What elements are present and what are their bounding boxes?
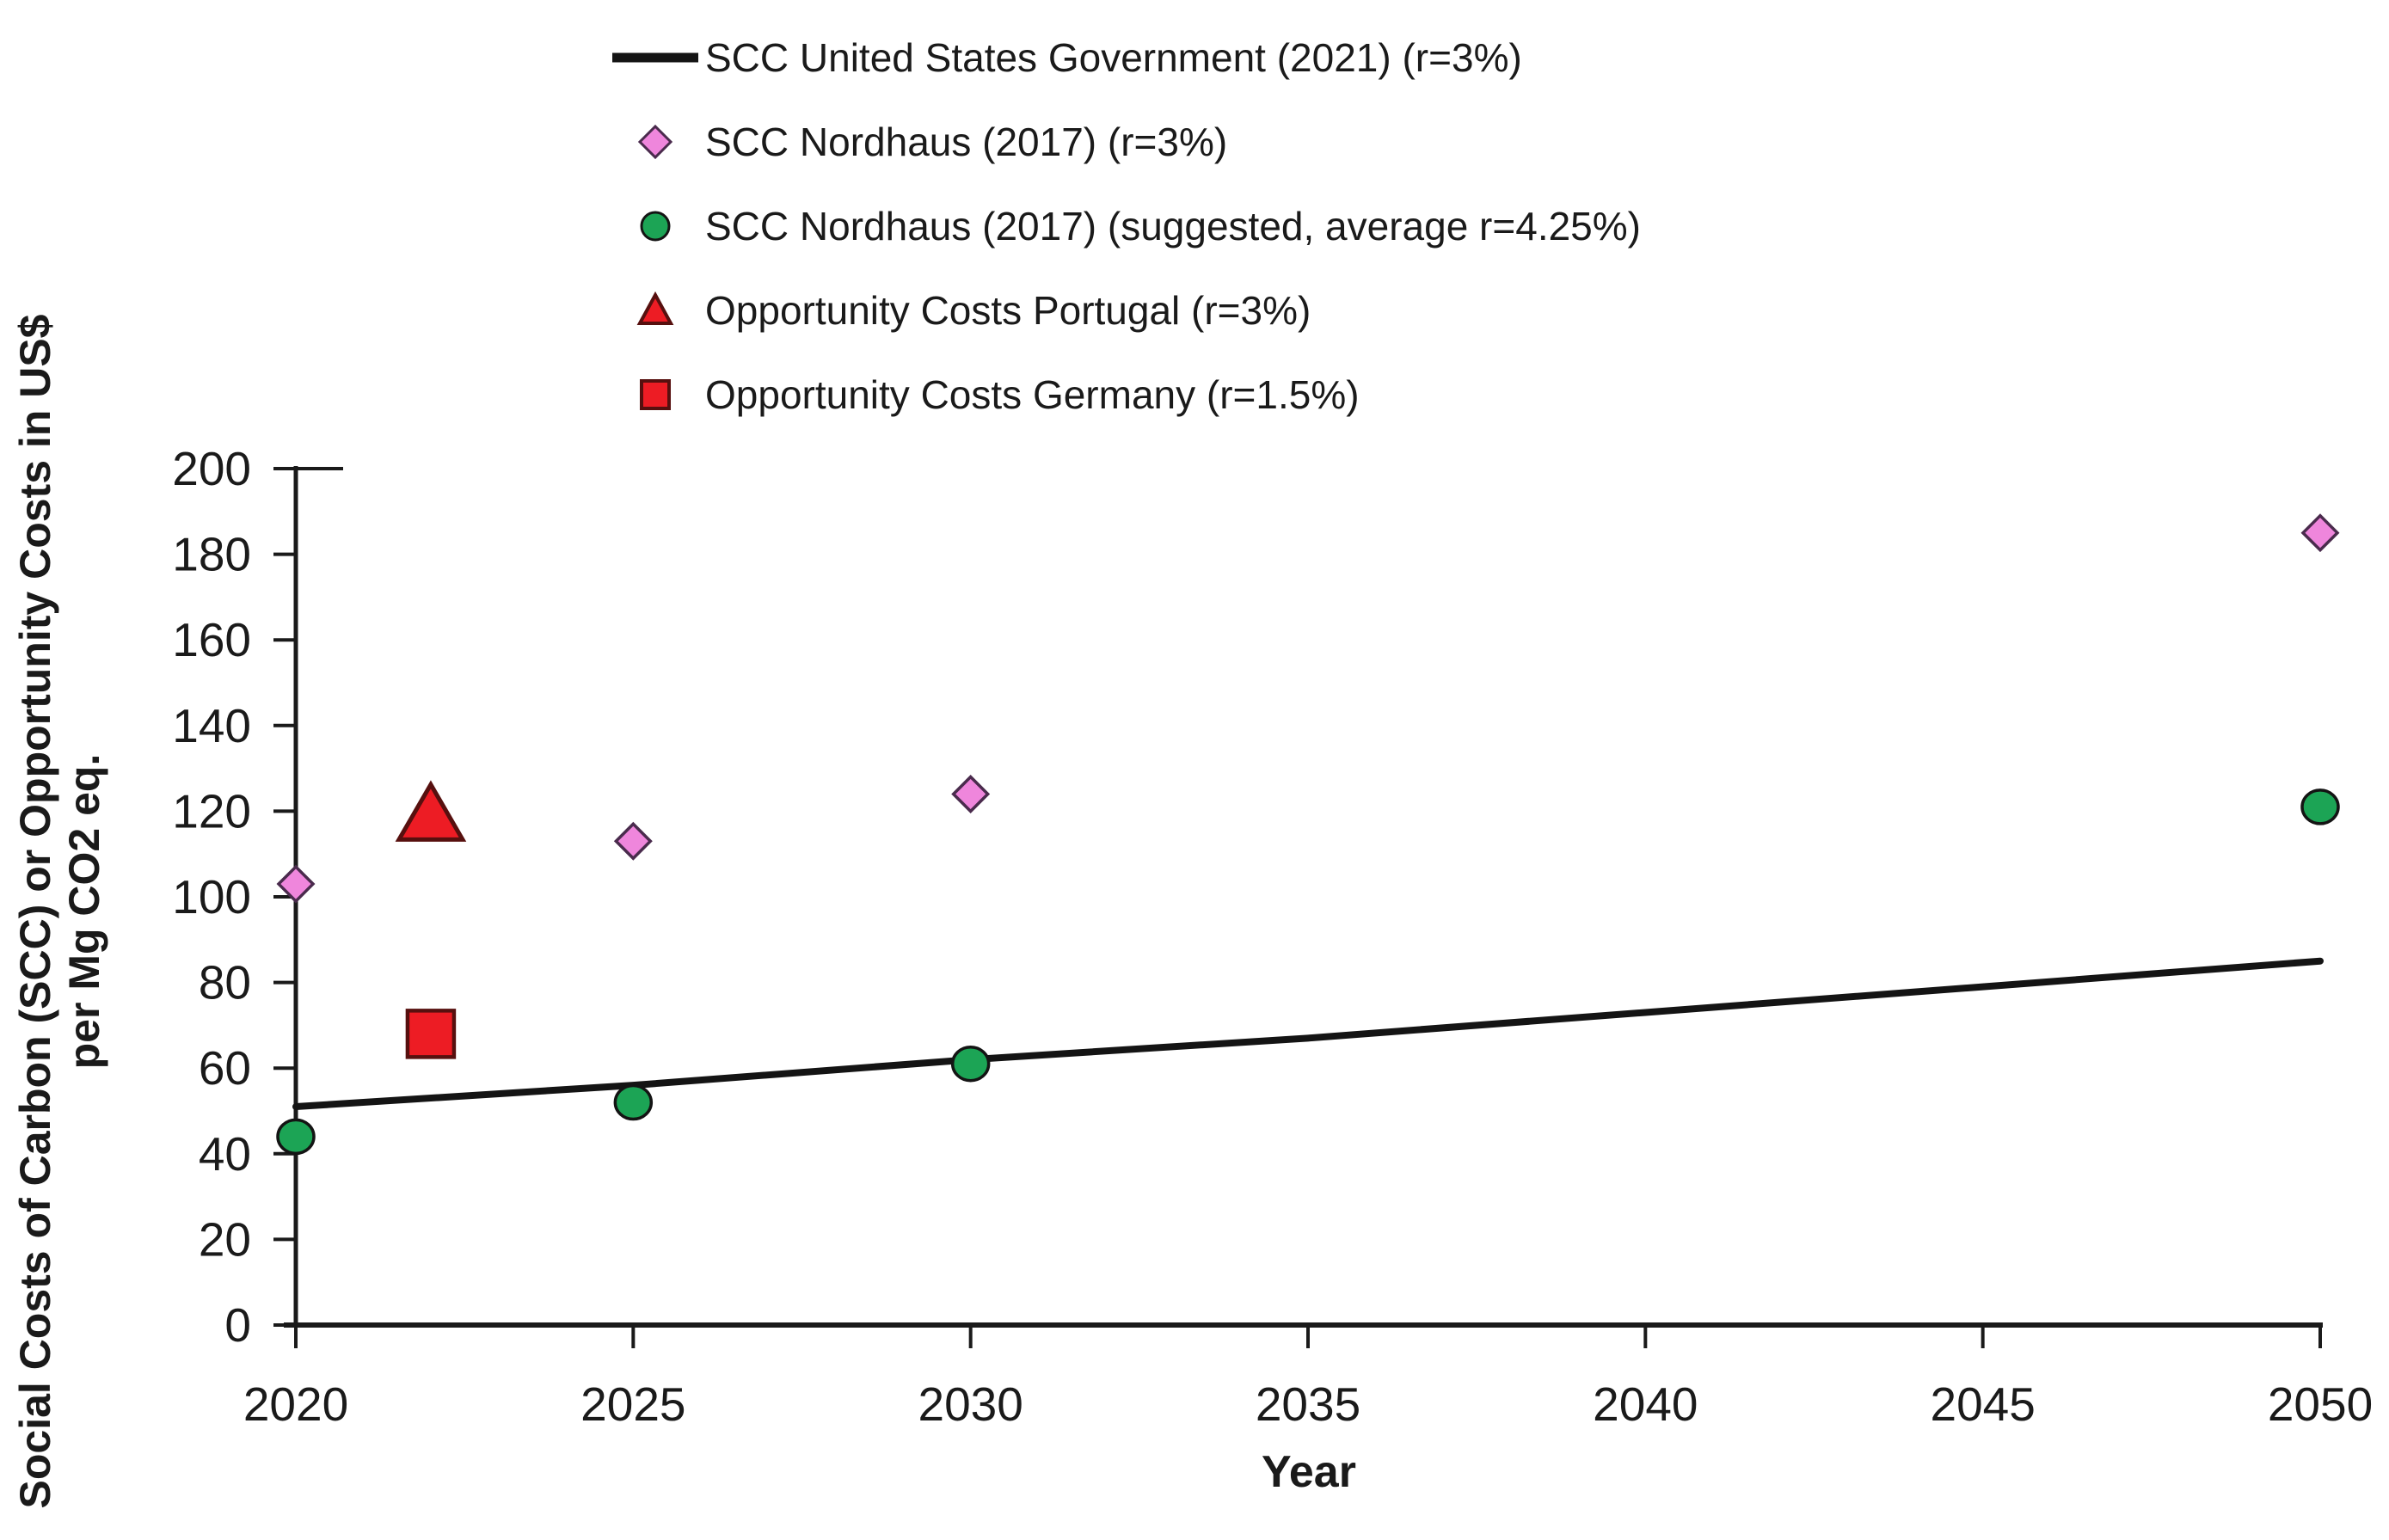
y-tick-label: 140 bbox=[172, 699, 251, 752]
x-axis-title: Year bbox=[1262, 1447, 1356, 1497]
legend-label: SCC Nordhaus (2017) (r=3%) bbox=[705, 120, 1228, 164]
x-tick-label: 2030 bbox=[918, 1377, 1023, 1431]
x-tick-label: 2025 bbox=[580, 1377, 685, 1431]
data-point-diamond bbox=[2300, 513, 2340, 553]
data-point-triangle bbox=[395, 780, 467, 842]
x-tick-label: 2020 bbox=[243, 1377, 348, 1431]
legend-label: SCC Nordhaus (2017) (suggested, average … bbox=[705, 204, 1641, 248]
y-tick-label: 200 bbox=[172, 442, 251, 495]
y-tick-label: 80 bbox=[199, 956, 251, 1009]
y-tick-label: 120 bbox=[172, 784, 251, 837]
data-point-diamond bbox=[276, 864, 316, 904]
square-marker-icon bbox=[640, 379, 671, 410]
legend-label: Opportunity Costs Portugal (r=3%) bbox=[705, 288, 1311, 333]
legend: SCC United States Government (2021) (r=3… bbox=[612, 15, 1641, 437]
x-tick-label: 2050 bbox=[2268, 1377, 2373, 1431]
series-line bbox=[292, 957, 2324, 1111]
legend-item-scc-nordhaus-r3: SCC Nordhaus (2017) (r=3%) bbox=[612, 100, 1641, 184]
x-tick-label: 2035 bbox=[1256, 1377, 1360, 1431]
data-point-diamond bbox=[951, 775, 991, 813]
legend-label: SCC United States Government (2021) (r=3… bbox=[705, 35, 1522, 80]
data-point-circle bbox=[950, 1045, 991, 1083]
y-tick-label: 40 bbox=[199, 1127, 251, 1181]
legend-item-opportunity-germany: Opportunity Costs Germany (r=1.5%) bbox=[612, 353, 1641, 437]
triangle-marker-icon bbox=[636, 291, 674, 325]
y-axis-title-line1: Social Costs of Carbon (SCC) or Opportun… bbox=[11, 314, 59, 1509]
y-tick-label: 160 bbox=[172, 613, 251, 666]
legend-item-opportunity-portugal: Opportunity Costs Portugal (r=3%) bbox=[612, 268, 1641, 353]
legend-item-scc-nordhaus-suggested: SCC Nordhaus (2017) (suggested, average … bbox=[612, 184, 1641, 268]
y-tick-label: 0 bbox=[224, 1298, 251, 1352]
y-tick-label: 60 bbox=[199, 1041, 251, 1095]
data-point-square bbox=[405, 1009, 457, 1059]
line-swatch-icon bbox=[612, 52, 698, 63]
circle-marker-icon bbox=[640, 211, 671, 242]
x-tick-label: 2040 bbox=[1593, 1377, 1698, 1431]
data-point-circle bbox=[276, 1118, 316, 1156]
legend-label: Opportunity Costs Germany (r=1.5%) bbox=[705, 372, 1360, 417]
data-point-circle bbox=[2300, 788, 2340, 825]
x-tick-label: 2045 bbox=[1930, 1377, 2035, 1431]
data-point-circle bbox=[613, 1083, 654, 1121]
legend-item-scc-us-government: SCC United States Government (2021) (r=3… bbox=[612, 15, 1641, 100]
y-tick-label: 20 bbox=[199, 1212, 251, 1266]
y-axis-title-line2: per Mg CO2 eq. bbox=[60, 753, 108, 1070]
diamond-marker-icon bbox=[637, 124, 673, 160]
data-point-diamond bbox=[613, 821, 653, 861]
y-tick-label: 100 bbox=[172, 870, 251, 923]
y-axis-title: Social Costs of Carbon (SCC) or Opportun… bbox=[11, 249, 109, 1540]
y-tick-label: 180 bbox=[172, 528, 251, 581]
